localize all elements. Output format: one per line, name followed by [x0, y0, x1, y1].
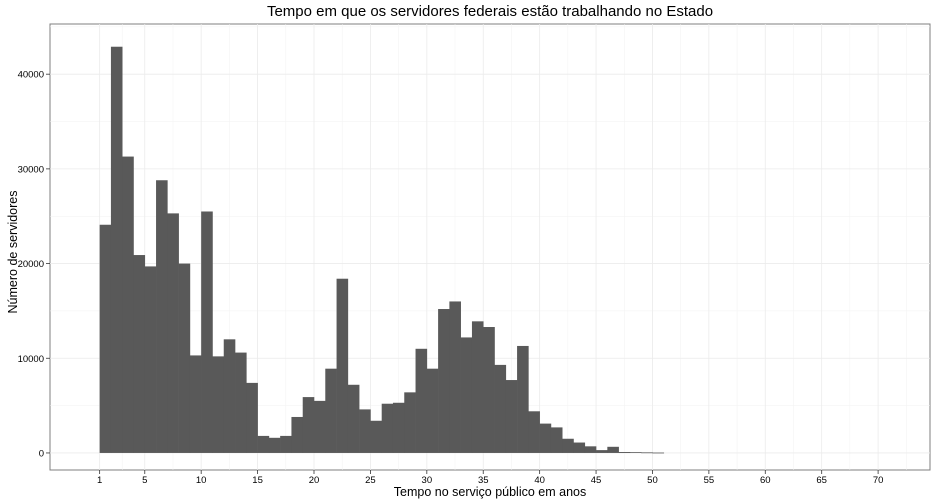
- histogram-bar: [325, 368, 337, 453]
- x-axis: 1 5 10 15 20 25 30 35 40 45 50 55 60 65 70: [97, 470, 883, 486]
- histogram-bar: [144, 266, 157, 453]
- histogram-bar: [505, 380, 518, 453]
- x-tick-label: 1: [97, 475, 102, 486]
- x-tick-label: 15: [252, 475, 263, 486]
- y-axis-label: Número de servidores: [6, 190, 20, 314]
- x-tick-label: 10: [196, 475, 207, 486]
- x-tick-label: 5: [142, 475, 147, 486]
- histogram-bar: [562, 438, 574, 453]
- histogram-bar: [302, 397, 315, 453]
- histogram-bar: [212, 356, 225, 453]
- histogram-bar: [336, 278, 349, 453]
- histogram-bar: [156, 180, 168, 453]
- x-tick-label: 20: [309, 475, 320, 486]
- x-tick-label: 35: [478, 475, 489, 486]
- histogram-bar: [584, 446, 597, 453]
- histogram-bar: [539, 423, 552, 453]
- histogram-bar: [189, 355, 202, 453]
- histogram-bar: [596, 450, 608, 453]
- x-tick-label: 70: [873, 475, 884, 486]
- histogram-bar: [201, 211, 213, 453]
- y-tick-label: 20000: [18, 259, 44, 270]
- histogram-bar: [573, 442, 586, 453]
- histogram-bar: [449, 301, 461, 453]
- x-tick-label: 50: [647, 475, 658, 486]
- histogram-bar: [167, 213, 179, 453]
- histogram-bar: [314, 400, 326, 453]
- histogram-bar: [471, 321, 484, 453]
- histogram-bar: [528, 411, 540, 453]
- histogram-bar: [517, 345, 529, 453]
- x-tick-label: 60: [760, 475, 771, 486]
- x-tick-label: 65: [816, 475, 827, 486]
- histogram-bar: [122, 156, 134, 453]
- y-tick-label: 10000: [18, 354, 44, 365]
- histogram-bar: [370, 420, 382, 453]
- x-tick-label: 40: [534, 475, 545, 486]
- x-tick-label: 55: [704, 475, 715, 486]
- histogram-bar: [618, 452, 631, 453]
- histogram-bar: [483, 327, 495, 453]
- histogram-bar: [257, 435, 270, 453]
- chart-title: Tempo em que os servidores federais estã…: [266, 3, 714, 20]
- histogram-bar: [652, 452, 665, 454]
- x-tick-label: 45: [591, 475, 602, 486]
- histogram-bar: [347, 384, 360, 453]
- histogram-bar: [280, 435, 292, 453]
- histogram-bar: [110, 46, 123, 453]
- histogram-bar: [178, 263, 191, 453]
- histogram-bar: [438, 309, 450, 453]
- histogram-bar: [246, 382, 258, 453]
- histogram-bar: [550, 427, 563, 453]
- histogram-bar: [629, 452, 642, 453]
- histogram-bar: [359, 409, 371, 453]
- histogram-bar: [291, 416, 304, 453]
- histogram-bar: [607, 446, 619, 453]
- y-tick-label: 0: [39, 448, 44, 459]
- y-axis: 0 10000 20000 30000 40000: [18, 70, 50, 459]
- histogram-bar: [494, 364, 507, 453]
- bars: [99, 46, 665, 454]
- x-tick-label: 25: [365, 475, 376, 486]
- y-tick-label: 40000: [18, 70, 44, 81]
- histogram-bar: [268, 437, 281, 453]
- histogram-bar: [641, 452, 653, 454]
- histogram-bar: [404, 392, 416, 453]
- histogram-bar: [235, 352, 247, 453]
- histogram-bar: [99, 224, 112, 453]
- histogram-bar: [133, 255, 146, 453]
- histogram-bar: [415, 348, 428, 453]
- y-tick-label: 30000: [18, 164, 44, 175]
- x-axis-label: Tempo no serviço público em anos: [393, 485, 587, 499]
- x-tick-label: 30: [422, 475, 433, 486]
- histogram-bar: [426, 368, 439, 453]
- histogram-bar: [460, 337, 473, 453]
- histogram-bar: [381, 403, 394, 453]
- histogram-bar: [392, 402, 405, 453]
- histogram-bar: [223, 339, 236, 453]
